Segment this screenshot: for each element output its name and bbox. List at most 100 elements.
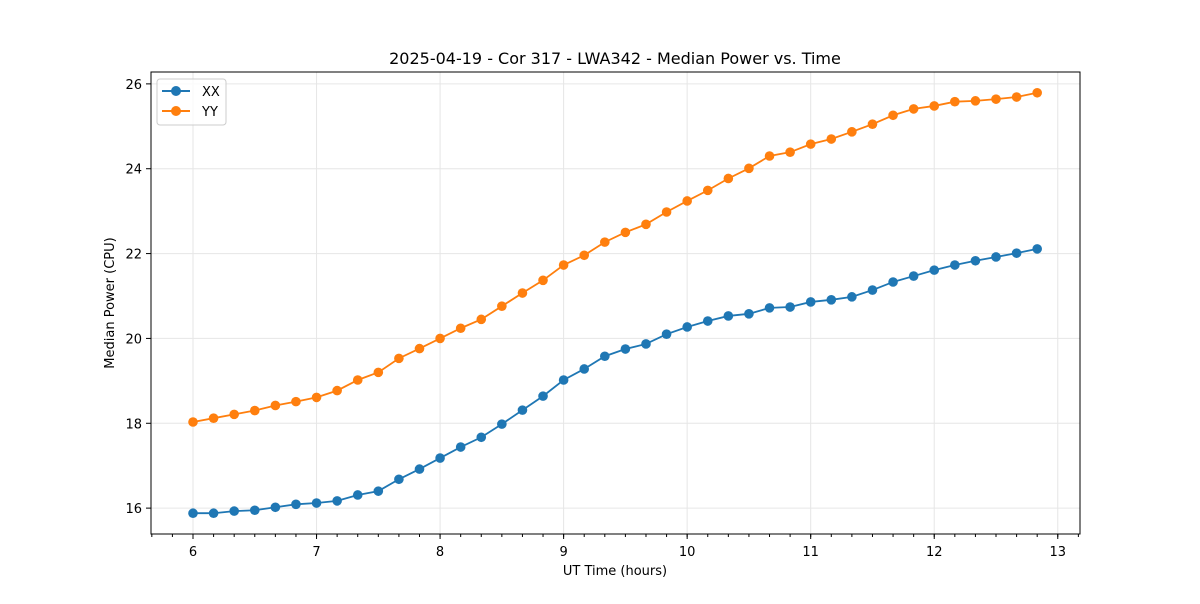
data-point-xx — [1011, 248, 1022, 258]
x-tick-label: 7 — [312, 545, 320, 560]
y-tick-label: 18 — [125, 417, 142, 432]
y-tick-label: 22 — [125, 248, 142, 263]
data-point-yy — [435, 333, 445, 344]
data-point-xx — [435, 453, 445, 463]
data-point-yy — [620, 227, 631, 238]
y-tick-label: 26 — [125, 78, 142, 93]
legend: XX YY — [156, 78, 227, 126]
data-point-yy — [826, 134, 837, 144]
data-point-yy — [497, 301, 507, 311]
data-point-xx — [785, 302, 795, 312]
x-axis-label: UT Time (hours) — [563, 564, 667, 579]
data-point-yy — [991, 94, 1001, 104]
axes-frame — [150, 71, 1081, 535]
data-point-yy — [394, 353, 404, 364]
data-point-yy — [950, 96, 960, 107]
data-point-yy — [538, 275, 548, 286]
series-layer — [188, 87, 1042, 519]
data-point-xx — [826, 295, 837, 305]
data-point-yy — [188, 417, 198, 427]
data-point-yy — [661, 207, 672, 217]
data-point-yy — [641, 219, 651, 230]
data-point-xx — [497, 419, 507, 429]
data-point-yy — [332, 385, 342, 396]
data-point-xx — [867, 285, 878, 295]
data-point-xx — [600, 351, 610, 362]
data-point-xx — [723, 311, 734, 321]
x-tick-label: 11 — [802, 545, 819, 560]
data-point-xx — [950, 260, 960, 270]
data-point-yy — [373, 367, 384, 378]
data-point-yy — [352, 375, 363, 385]
data-point-yy — [908, 104, 919, 114]
grid — [151, 72, 1080, 534]
data-point-xx — [538, 391, 548, 401]
series-line-yy — [192, 91, 1038, 423]
data-point-xx — [1032, 244, 1042, 254]
x-tick-label: 8 — [436, 545, 444, 560]
data-point-xx — [764, 303, 775, 313]
y-axis-label: Median Power (CPU) — [103, 237, 118, 368]
data-point-xx — [249, 505, 260, 516]
data-point-xx — [188, 508, 198, 519]
data-point-xx — [332, 496, 342, 506]
x-tick-label: 10 — [679, 545, 696, 560]
legend-xx-marker — [171, 86, 181, 96]
chart-title: 2025-04-19 - Cor 317 - LWA342 - Median P… — [389, 49, 841, 68]
data-point-xx — [558, 375, 569, 385]
y-tick-label: 24 — [125, 163, 142, 178]
data-point-yy — [414, 343, 425, 354]
x-tick-label: 12 — [926, 545, 943, 560]
data-point-xx — [702, 316, 713, 326]
data-point-yy — [702, 185, 713, 196]
data-point-xx — [476, 432, 487, 443]
data-point-yy — [208, 413, 219, 423]
x-tick-label: 9 — [559, 545, 567, 560]
data-point-yy — [455, 323, 466, 334]
x-tick-label: 6 — [189, 545, 197, 560]
data-point-xx — [908, 271, 919, 281]
data-point-xx — [373, 486, 384, 496]
data-point-xx — [620, 344, 631, 354]
y-tick-label: 16 — [125, 502, 142, 517]
data-point-xx — [744, 309, 754, 319]
legend-yy-label: YY — [201, 105, 218, 120]
data-point-xx — [991, 252, 1001, 262]
data-point-yy — [600, 237, 610, 247]
data-point-xx — [517, 405, 528, 415]
data-point-xx — [394, 474, 404, 485]
data-point-yy — [785, 147, 795, 157]
data-point-yy — [929, 101, 940, 111]
data-point-xx — [970, 255, 981, 266]
data-point-yy — [558, 260, 569, 270]
data-point-xx — [641, 339, 651, 349]
data-point-xx — [455, 442, 466, 452]
data-point-xx — [682, 322, 692, 332]
data-point-yy — [229, 409, 239, 420]
data-point-xx — [414, 464, 425, 474]
data-point-yy — [847, 127, 857, 137]
legend-yy-marker — [171, 106, 181, 116]
data-point-yy — [1032, 87, 1042, 98]
data-point-xx — [579, 364, 590, 374]
data-point-xx — [929, 265, 940, 275]
data-point-xx — [805, 297, 816, 307]
data-point-xx — [270, 502, 281, 513]
data-point-yy — [723, 173, 734, 184]
data-point-yy — [517, 288, 528, 298]
data-point-xx — [661, 329, 672, 339]
data-point-xx — [291, 499, 301, 510]
data-point-yy — [744, 163, 754, 174]
data-point-yy — [579, 250, 590, 261]
data-point-yy — [270, 400, 281, 411]
data-point-yy — [805, 139, 816, 149]
data-point-yy — [867, 119, 878, 129]
data-point-yy — [970, 96, 981, 106]
data-point-yy — [476, 314, 487, 325]
data-point-xx — [229, 506, 239, 516]
data-point-yy — [311, 392, 322, 403]
series-line-xx — [193, 248, 1038, 515]
data-point-xx — [311, 498, 322, 508]
x-tick-label: 13 — [1049, 545, 1066, 560]
